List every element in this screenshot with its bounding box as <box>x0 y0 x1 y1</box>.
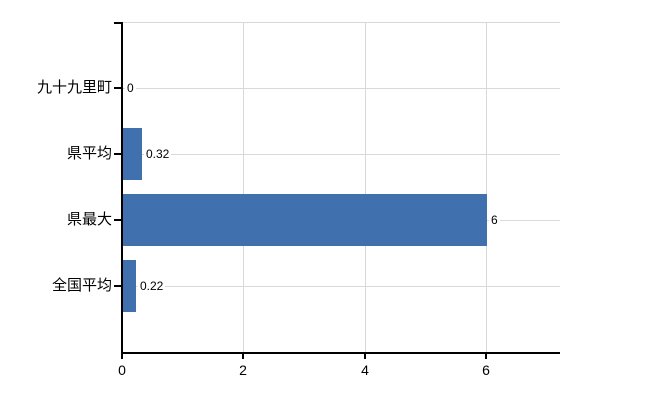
category-gridline <box>122 154 560 155</box>
vertical-gridline <box>243 22 244 352</box>
y-axis-tick <box>114 285 122 287</box>
x-axis-tick <box>242 354 244 359</box>
x-axis-tick-label: 6 <box>482 362 490 378</box>
x-axis-tick-label: 0 <box>118 362 126 378</box>
y-axis-top-tick <box>114 22 122 24</box>
value-label: 6 <box>489 213 500 227</box>
x-axis-tick-label: 2 <box>239 362 247 378</box>
bar <box>123 194 487 246</box>
value-label: 0.32 <box>144 147 172 161</box>
category-label: 県平均 <box>66 145 112 162</box>
y-axis-tick <box>114 87 122 89</box>
category-gridline <box>122 286 560 287</box>
bar <box>123 128 142 180</box>
plot-top-border <box>122 22 560 23</box>
y-axis <box>121 22 123 352</box>
value-label: 0.22 <box>138 279 166 293</box>
category-label: 県最大 <box>66 211 112 228</box>
x-axis-tick-label: 4 <box>361 362 369 378</box>
vertical-gridline <box>365 22 366 352</box>
vertical-gridline <box>486 22 487 352</box>
category-label: 九十九里町 <box>36 79 112 96</box>
bar <box>123 260 136 312</box>
y-axis-tick <box>114 153 122 155</box>
category-gridline <box>122 88 560 89</box>
x-axis-tick <box>364 354 366 359</box>
category-label: 全国平均 <box>51 277 112 294</box>
y-axis-tick <box>114 219 122 221</box>
x-axis-tick <box>485 354 487 359</box>
value-label: 0 <box>125 81 136 95</box>
x-axis-tick <box>121 354 123 359</box>
x-axis <box>121 352 560 354</box>
